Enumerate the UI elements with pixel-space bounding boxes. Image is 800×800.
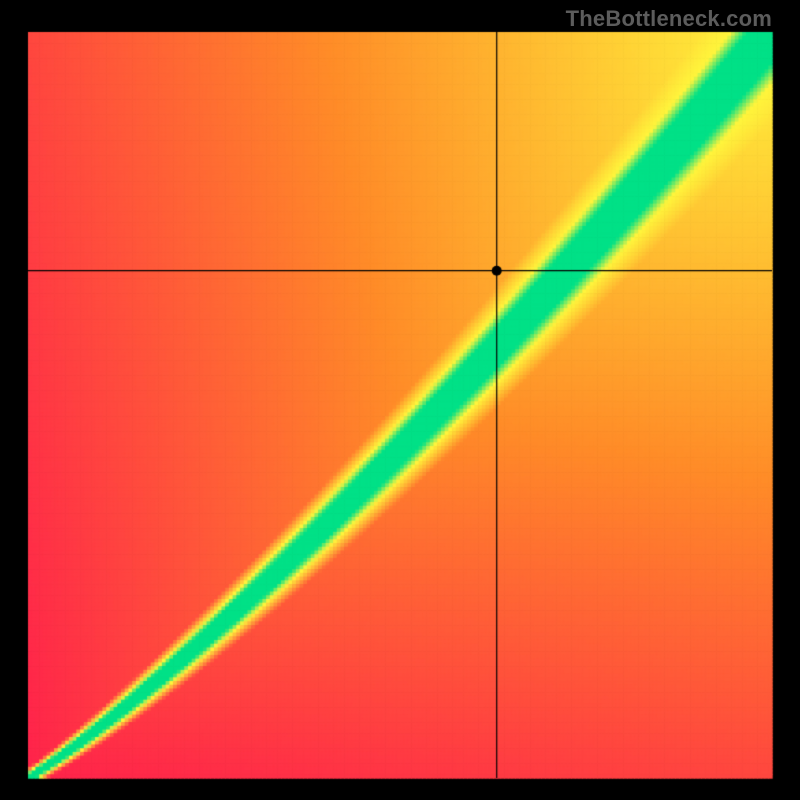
watermark-text: TheBottleneck.com — [566, 6, 772, 32]
chart-container: TheBottleneck.com — [0, 0, 800, 800]
heatmap-canvas — [0, 0, 800, 800]
